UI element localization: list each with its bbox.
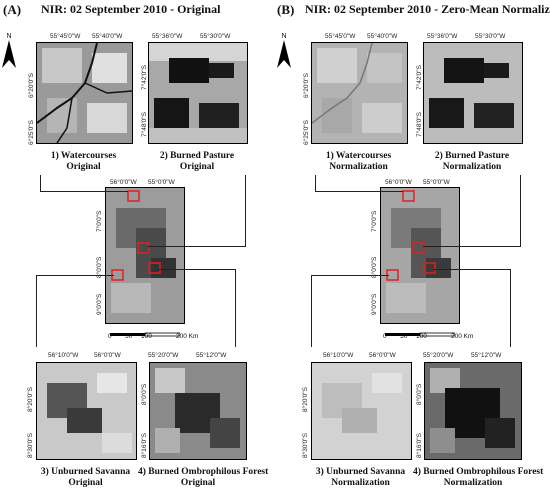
tick-label: 7°42'0"S [416,65,423,90]
tick-label: 55°20'0"W [423,352,454,359]
caption-watercourses-normalization: 1) Watercourses Normalization [325,151,392,172]
burned-forest-original-image [149,362,247,460]
tick-label: 8°16'0"S [141,433,148,458]
unburned-savanna-original-image [36,362,137,460]
tick-label: 55°0'0"W [423,179,450,186]
tick-label: 7°42'0"S [141,65,148,90]
tick-label: 8°0'0"S [416,383,423,405]
tick-label: 55°36'0"W [152,33,183,40]
scale-bar [110,325,181,337]
tick-label: 55°45'0"W [50,33,81,40]
scale-label: 200 Km [451,333,474,340]
panel-b-heading: NIR: 02 September 2010 - Zero-Mean Norma… [305,2,550,16]
leader-line [36,275,37,347]
burned-pasture-original-image [148,42,248,144]
caption-burned-forest-normalization: 4) Burned Ombrophilous Forest Normalizat… [413,467,544,488]
tick-label: 55°20'0"W [148,352,179,359]
leader-line [148,246,246,247]
leader-line [311,275,389,276]
panel-a-letter: (A) [3,2,22,17]
tick-label: 56°0'0"W [385,179,412,186]
leader-line [235,269,236,347]
tick-label: 56°0'0"W [369,352,396,359]
tick-label: 55°12'0"W [196,352,227,359]
tick-label: 55°30'0"W [475,33,506,40]
panel-b: (B) NIR: 02 September 2010 - Zero-Mean N… [275,0,550,501]
watercourses-normalization-image [311,42,408,144]
tick-label: 56°0'0"W [94,352,121,359]
leader-line [40,191,128,192]
study-area-normalization-map [380,187,460,324]
leader-line [315,191,403,192]
tick-label: 55°12'0"W [471,352,502,359]
tick-label: 7°48'0"S [416,112,423,137]
tick-label: 56°10'0"W [323,352,354,359]
tick-label: 8°30'0"S [302,433,309,458]
leader-line [311,275,312,347]
scale-label: 200 Km [176,333,199,340]
tick-label: 6°25'0"S [303,120,310,145]
leader-line [245,175,246,247]
tick-label: 55°36'0"W [427,33,458,40]
north-label: N [6,33,12,40]
leader-line [40,175,41,192]
tick-label: 56°0'0"W [110,179,137,186]
panel-a-heading: NIR: 02 September 2010 - Original [41,2,221,16]
leader-line [520,175,521,247]
burned-forest-normalization-image [424,362,522,460]
north-label: N [281,33,287,40]
caption-unburned-savanna-normalization: 3) Unburned Savanna Normalization [315,467,406,488]
tick-label: 8°30'0"S [27,433,34,458]
leader-line [433,269,511,270]
tick-label: 7°0'0"S [371,210,378,232]
caption-burned-pasture-original: 2) Burned Pasture Original [159,151,235,172]
north-arrow-icon: N [277,33,291,70]
caption-burned-forest-original: 4) Burned Ombrophilous Forest Original [138,467,269,488]
leader-line [158,269,236,270]
caption-watercourses-original: 1) Watercourses Original [50,151,117,172]
tick-label: 8°20'0"S [27,387,34,412]
tick-label: 6°25'0"S [28,120,35,145]
burned-pasture-normalization-image [423,42,523,144]
caption-burned-pasture-normalization: 2) Burned Pasture Normalization [434,151,510,172]
tick-label: 55°0'0"W [148,179,175,186]
leader-line [423,246,521,247]
tick-label: 6°20'0"S [303,73,310,98]
scale-label: 0 [383,333,387,340]
scale-label: 100 [141,333,152,340]
leader-line [510,269,511,347]
scale-label: 50 [125,333,133,340]
tick-label: 8°0'0"S [141,383,148,405]
caption-unburned-savanna-original: 3) Unburned Savanna Original [40,467,131,488]
leader-line [315,175,316,192]
north-arrow-icon: N [2,33,16,70]
tick-label: 55°40'0"W [367,33,398,40]
unburned-savanna-normalization-image [311,362,412,460]
watercourses-original-image [36,42,133,144]
scale-bar [385,325,456,337]
tick-label: 55°30'0"W [200,33,231,40]
tick-label: 55°40'0"W [92,33,123,40]
panel-a: (A) NIR: 02 September 2010 - Original N … [2,2,269,488]
study-area-original-map [105,187,185,324]
tick-label: 9°0'0"S [371,293,378,315]
leader-line [36,275,114,276]
scale-label: 50 [400,333,408,340]
scale-label: 0 [108,333,112,340]
tick-label: 7°48'0"S [141,112,148,137]
tick-label: 8°16'0"S [416,433,423,458]
tick-label: 55°45'0"W [325,33,356,40]
tick-label: 6°20'0"S [28,73,35,98]
tick-label: 9°0'0"S [96,293,103,315]
tick-label: 8°20'0"S [302,387,309,412]
panel-b-letter: (B) [277,2,295,17]
scale-label: 100 [416,333,427,340]
tick-label: 7°0'0"S [96,210,103,232]
tick-label: 56°10'0"W [48,352,79,359]
